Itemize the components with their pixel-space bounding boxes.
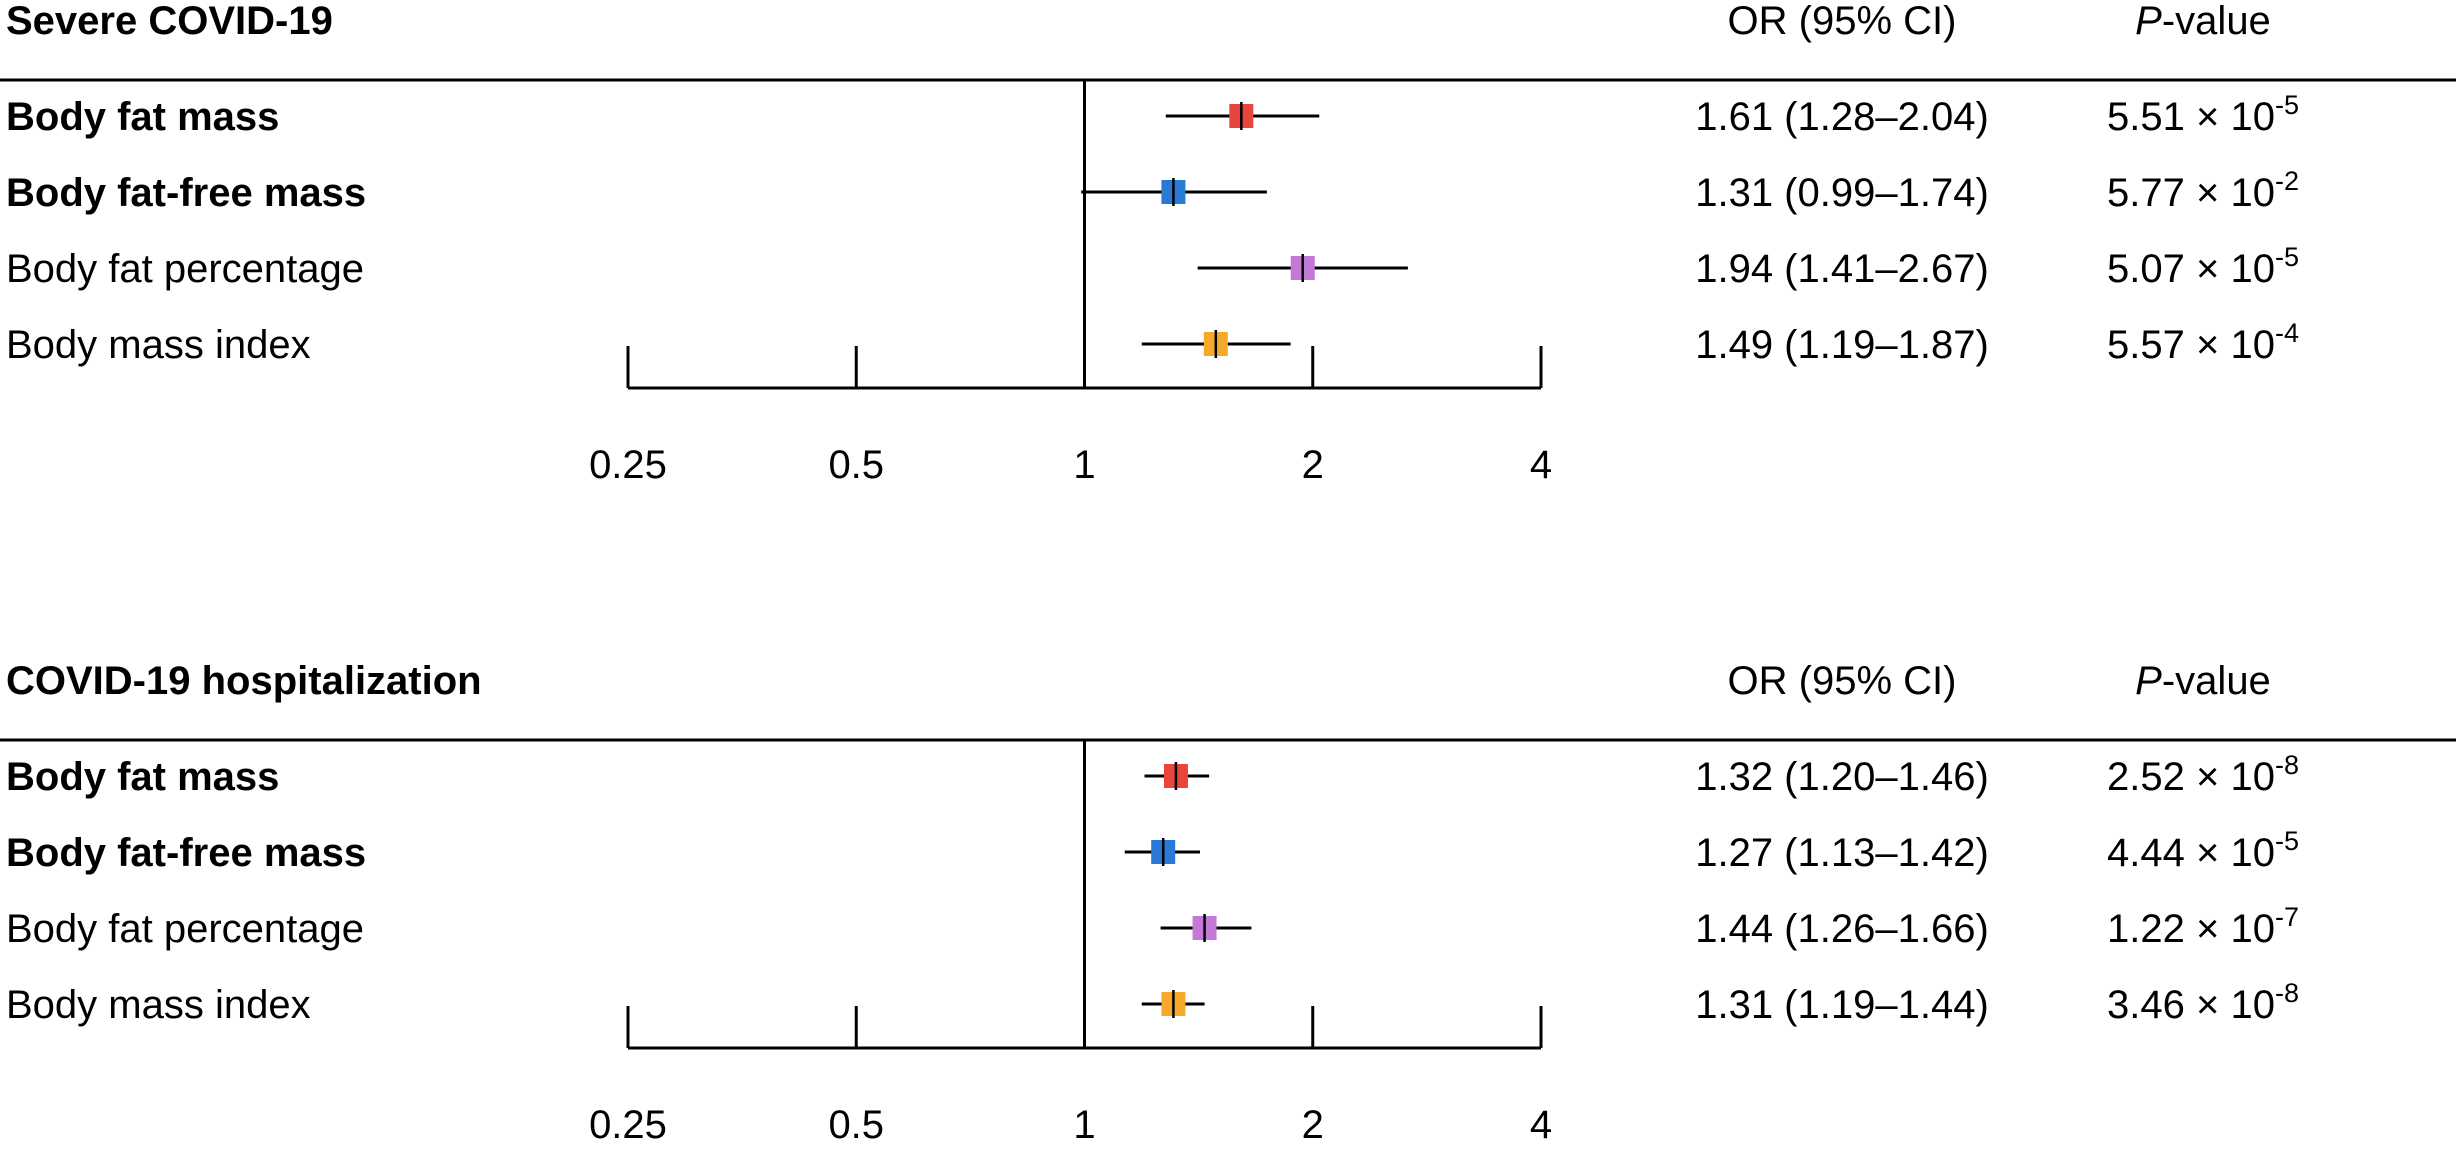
forest-row: Body fat-free mass 1.27 (1.13–1.42) 4.44 ×… xyxy=(6,826,2299,875)
p-value-column-header: P-value xyxy=(2135,0,2271,43)
row-label: Body fat mass xyxy=(6,755,279,799)
forest-row: Body fat mass 1.61 (1.28–2.04) 5.51 × 10-5 xyxy=(6,90,2299,139)
x-tick-label: 2 xyxy=(1302,443,1324,487)
forest-row: Body fat mass 1.32 (1.20–1.46) 2.52 × 10-8 xyxy=(6,750,2299,799)
p-value: 4.44 × 10-5 xyxy=(2107,826,2299,875)
forest-row: Body mass index 1.49 (1.19–1.87) 5.57 × 10… xyxy=(6,318,2299,367)
or-ci-value: 1.31 (0.99–1.74) xyxy=(1695,171,1989,215)
row-label: Body fat percentage xyxy=(6,907,364,951)
or-ci-value: 1.27 (1.13–1.42) xyxy=(1695,831,1989,875)
or-ci-value: 1.49 (1.19–1.87) xyxy=(1695,323,1989,367)
forest-panel: Severe COVID-19 OR (95% CI) P-value Body fa… xyxy=(0,0,2456,487)
or-ci-value: 1.31 (1.19–1.44) xyxy=(1695,983,1989,1027)
x-tick-label: 0.5 xyxy=(828,443,884,487)
x-tick-label: 2 xyxy=(1302,1103,1324,1147)
panel-title: COVID-19 hospitalization xyxy=(6,659,482,703)
forest-row: Body mass index 1.31 (1.19–1.44) 3.46 × 10… xyxy=(6,978,2299,1027)
x-tick-label: 0.25 xyxy=(589,1103,667,1147)
x-tick-label: 0.25 xyxy=(589,443,667,487)
row-label: Body fat-free mass xyxy=(6,831,366,875)
p-value: 1.22 × 10-7 xyxy=(2107,902,2299,951)
x-tick-label: 4 xyxy=(1530,443,1552,487)
p-value: 5.07 × 10-5 xyxy=(2107,242,2299,291)
row-label: Body fat mass xyxy=(6,95,279,139)
forest-panel: COVID-19 hospitalization OR (95% CI) P-val… xyxy=(0,659,2456,1147)
p-value-column-header: P-value xyxy=(2135,659,2271,703)
or-column-header: OR (95% CI) xyxy=(1728,659,1957,703)
forest-row: Body fat-free mass 1.31 (0.99–1.74) 5.77 ×… xyxy=(6,166,2299,215)
x-tick-label: 1 xyxy=(1073,443,1095,487)
forest-row: Body fat percentage 1.94 (1.41–2.67) 5.07 … xyxy=(6,242,2299,291)
or-column-header: OR (95% CI) xyxy=(1728,0,1957,43)
row-label: Body fat percentage xyxy=(6,247,364,291)
row-label: Body fat-free mass xyxy=(6,171,366,215)
x-tick-label: 0.5 xyxy=(828,1103,884,1147)
p-value: 5.51 × 10-5 xyxy=(2107,90,2299,139)
p-value: 5.57 × 10-4 xyxy=(2107,318,2299,367)
p-value: 2.52 × 10-8 xyxy=(2107,750,2299,799)
p-value: 5.77 × 10-2 xyxy=(2107,166,2299,215)
x-tick-label: 4 xyxy=(1530,1103,1552,1147)
or-ci-value: 1.61 (1.28–2.04) xyxy=(1695,95,1989,139)
or-ci-value: 1.94 (1.41–2.67) xyxy=(1695,247,1989,291)
or-ci-value: 1.32 (1.20–1.46) xyxy=(1695,755,1989,799)
p-value: 3.46 × 10-8 xyxy=(2107,978,2299,1027)
row-label: Body mass index xyxy=(6,983,311,1027)
panel-title: Severe COVID-19 xyxy=(6,0,333,43)
forest-row: Body fat percentage 1.44 (1.26–1.66) 1.22 … xyxy=(6,902,2299,951)
or-ci-value: 1.44 (1.26–1.66) xyxy=(1695,907,1989,951)
x-tick-label: 1 xyxy=(1073,1103,1095,1147)
row-label: Body mass index xyxy=(6,323,311,367)
